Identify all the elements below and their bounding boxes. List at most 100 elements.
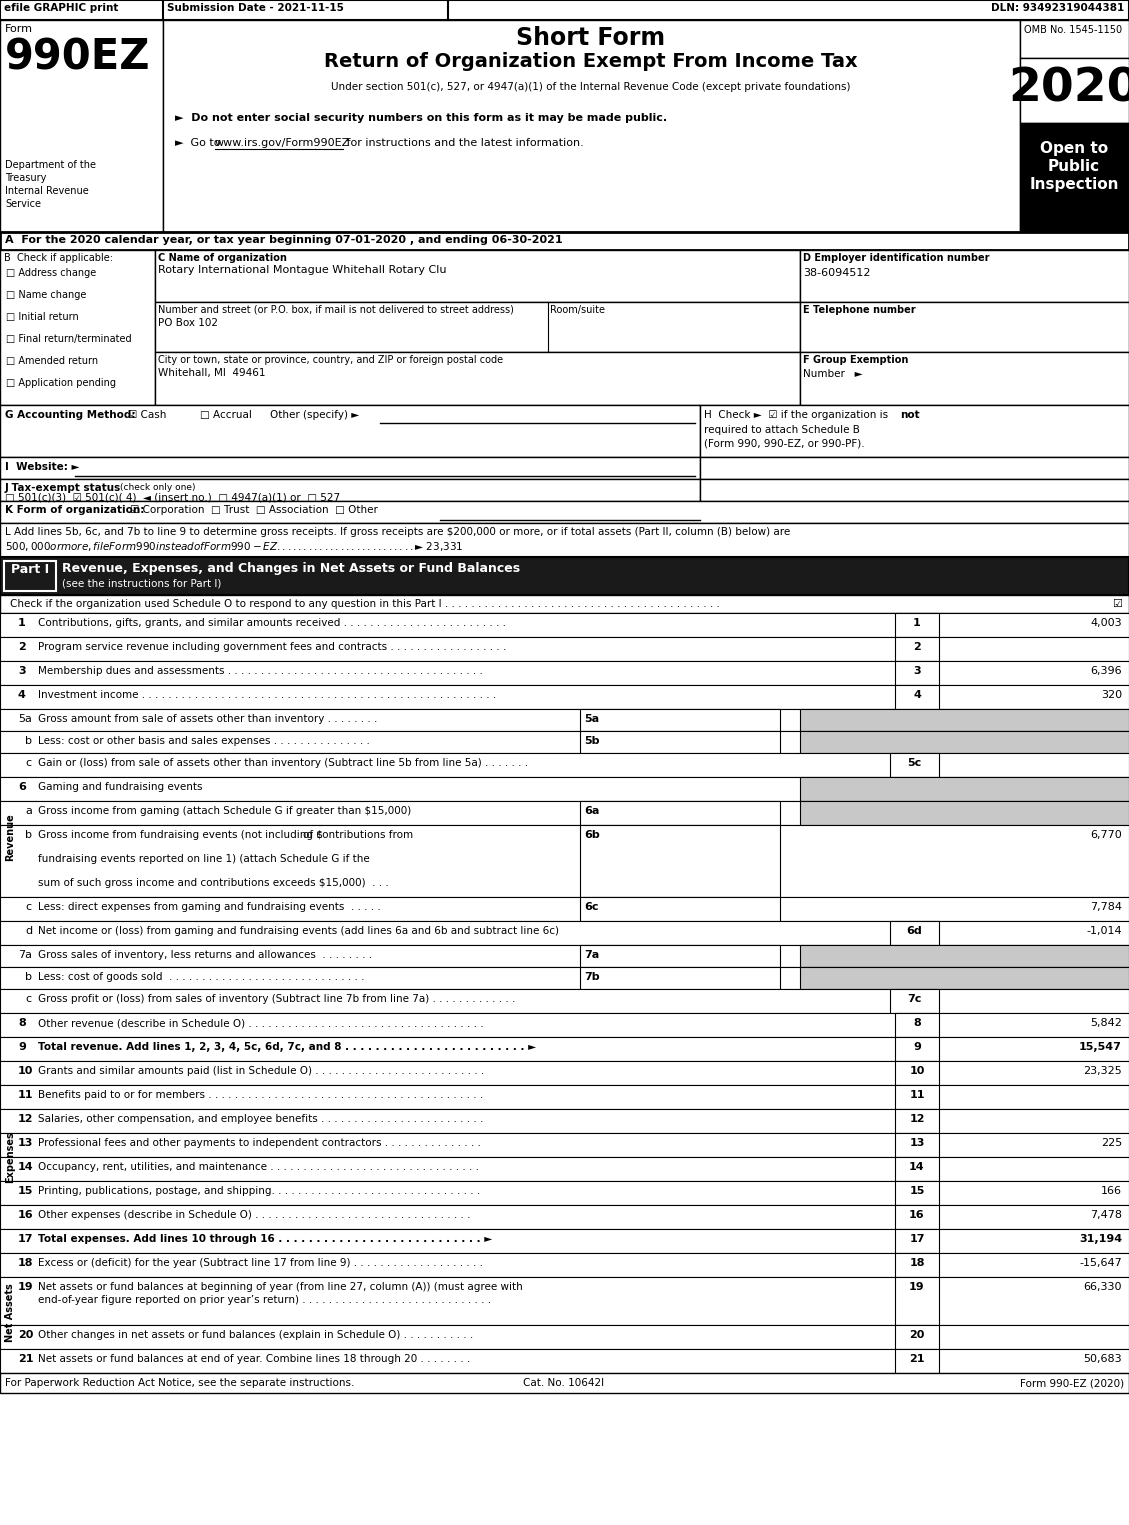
- Text: Department of the: Department of the: [5, 160, 96, 169]
- Bar: [895, 1205, 939, 1229]
- Bar: [1019, 124, 1129, 232]
- Text: F Group Exemption: F Group Exemption: [803, 355, 909, 364]
- Text: Rotary International Montague Whitehall Rotary Clu: Rotary International Montague Whitehall …: [158, 265, 446, 274]
- Text: 19: 19: [18, 1283, 34, 1292]
- Bar: [155, 302, 800, 352]
- Text: (see the instructions for Part I): (see the instructions for Part I): [62, 580, 221, 589]
- Text: 21: 21: [18, 1354, 34, 1363]
- Bar: [0, 1109, 1129, 1133]
- Text: d: d: [25, 926, 32, 936]
- Text: City or town, state or province, country, and ZIP or foreign postal code: City or town, state or province, country…: [158, 355, 504, 364]
- Bar: [0, 1180, 1129, 1205]
- Text: Public: Public: [1048, 159, 1100, 174]
- Text: DLN: 93492319044381: DLN: 93492319044381: [991, 3, 1124, 14]
- Bar: [800, 730, 1129, 753]
- Text: Program service revenue including government fees and contracts . . . . . . . . : Program service revenue including govern…: [38, 642, 507, 653]
- Text: Professional fees and other payments to independent contractors . . . . . . . . : Professional fees and other payments to …: [38, 1138, 481, 1148]
- Bar: [580, 897, 780, 921]
- Bar: [0, 825, 1129, 897]
- Bar: [895, 1109, 939, 1133]
- Text: C Name of organization: C Name of organization: [158, 253, 287, 262]
- Text: Room/suite: Room/suite: [550, 305, 605, 316]
- Text: ►  Do not enter social security numbers on this form as it may be made public.: ► Do not enter social security numbers o…: [175, 113, 667, 124]
- Text: 5a: 5a: [584, 714, 599, 724]
- Text: Contributions, gifts, grants, and similar amounts received . . . . . . . . . . .: Contributions, gifts, grants, and simila…: [38, 618, 506, 628]
- Text: Membership dues and assessments . . . . . . . . . . . . . . . . . . . . . . . . : Membership dues and assessments . . . . …: [38, 666, 483, 676]
- Text: 5,842: 5,842: [1091, 1019, 1122, 1028]
- Bar: [155, 250, 800, 302]
- Text: Other revenue (describe in Schedule O) . . . . . . . . . . . . . . . . . . . . .: Other revenue (describe in Schedule O) .…: [38, 1019, 483, 1028]
- Text: Other (specify) ►: Other (specify) ►: [270, 410, 359, 419]
- Text: Benefits paid to or for members . . . . . . . . . . . . . . . . . . . . . . . . : Benefits paid to or for members . . . . …: [38, 1090, 483, 1100]
- Text: 13: 13: [18, 1138, 34, 1148]
- Text: B  Check if applicable:: B Check if applicable:: [5, 253, 113, 262]
- Text: Cat. No. 10642I: Cat. No. 10642I: [524, 1379, 604, 1388]
- Text: □ Amended return: □ Amended return: [6, 355, 98, 366]
- Text: 21: 21: [909, 1354, 925, 1363]
- Bar: [0, 406, 700, 458]
- Text: Gross income from gaming (attach Schedule G if greater than $15,000): Gross income from gaming (attach Schedul…: [38, 807, 411, 816]
- Text: 7c: 7c: [907, 994, 921, 1003]
- Text: $500,000 or more, file Form 990 instead of Form 990-EZ . . . . . . . . . . . . .: $500,000 or more, file Form 990 instead …: [5, 540, 463, 554]
- Text: □ 501(c)(3)  ☑ 501(c)( 4)  ◄ (insert no.)  □ 4947(a)(1) or  □ 527: □ 501(c)(3) ☑ 501(c)( 4) ◄ (insert no.) …: [5, 493, 340, 502]
- Bar: [0, 1205, 1129, 1229]
- Text: Form 990-EZ (2020): Form 990-EZ (2020): [1019, 1379, 1124, 1388]
- Text: For Paperwork Reduction Act Notice, see the separate instructions.: For Paperwork Reduction Act Notice, see …: [5, 1379, 355, 1388]
- Text: 6,770: 6,770: [1091, 830, 1122, 840]
- Text: c: c: [25, 758, 32, 769]
- Bar: [800, 352, 1129, 406]
- Text: 5b: 5b: [584, 737, 599, 746]
- Text: 18: 18: [18, 1258, 34, 1267]
- Text: 15,547: 15,547: [1079, 1042, 1122, 1052]
- Bar: [580, 801, 780, 825]
- Bar: [0, 1325, 1129, 1350]
- Text: Gain or (loss) from sale of assets other than inventory (Subtract line 5b from l: Gain or (loss) from sale of assets other…: [38, 758, 528, 769]
- Bar: [1019, 20, 1129, 58]
- Text: 320: 320: [1101, 689, 1122, 700]
- Text: 7a: 7a: [584, 950, 599, 961]
- Text: end-of-year figure reported on prior year’s return) . . . . . . . . . . . . . . : end-of-year figure reported on prior yea…: [38, 1295, 491, 1305]
- Text: 4: 4: [18, 689, 26, 700]
- Bar: [700, 479, 1129, 502]
- Text: Excess or (deficit) for the year (Subtract line 17 from line 9) . . . . . . . . : Excess or (deficit) for the year (Subtra…: [38, 1258, 483, 1267]
- Bar: [0, 250, 155, 406]
- Bar: [0, 990, 1129, 1013]
- Bar: [0, 709, 1129, 730]
- Bar: [163, 20, 1019, 232]
- Text: Part I: Part I: [11, 563, 49, 576]
- Bar: [895, 637, 939, 660]
- Text: 12: 12: [909, 1113, 925, 1124]
- Bar: [0, 967, 1129, 990]
- Bar: [155, 352, 800, 406]
- Text: ☑ Corporation  □ Trust  □ Association  □ Other: ☑ Corporation □ Trust □ Association □ Ot…: [130, 505, 378, 515]
- Text: Short Form: Short Form: [516, 26, 666, 50]
- Text: Internal Revenue: Internal Revenue: [5, 186, 89, 197]
- Text: Whitehall, MI  49461: Whitehall, MI 49461: [158, 368, 265, 378]
- Bar: [580, 730, 780, 753]
- Text: 10: 10: [909, 1066, 925, 1077]
- Bar: [895, 685, 939, 709]
- Text: ►  Go to: ► Go to: [175, 137, 224, 148]
- Bar: [895, 1325, 939, 1350]
- Bar: [890, 753, 939, 778]
- Bar: [0, 20, 163, 232]
- Text: 6a: 6a: [584, 807, 599, 816]
- Bar: [0, 1061, 1129, 1084]
- Text: Less: direct expenses from gaming and fundraising events  . . . . .: Less: direct expenses from gaming and fu…: [38, 901, 380, 912]
- Bar: [800, 778, 1129, 801]
- Text: 15: 15: [909, 1186, 925, 1196]
- Text: 16: 16: [909, 1209, 925, 1220]
- Text: J Tax-exempt status: J Tax-exempt status: [5, 483, 121, 493]
- Text: (check only one): (check only one): [120, 483, 195, 493]
- Text: 18: 18: [909, 1258, 925, 1267]
- Text: b: b: [25, 830, 32, 840]
- Text: Grants and similar amounts paid (list in Schedule O) . . . . . . . . . . . . . .: Grants and similar amounts paid (list in…: [38, 1066, 484, 1077]
- Bar: [580, 825, 780, 897]
- Text: Printing, publications, postage, and shipping. . . . . . . . . . . . . . . . . .: Printing, publications, postage, and shi…: [38, 1186, 480, 1196]
- Text: Number and street (or P.O. box, if mail is not delivered to street address): Number and street (or P.O. box, if mail …: [158, 305, 514, 316]
- Text: Return of Organization Exempt From Income Tax: Return of Organization Exempt From Incom…: [324, 52, 858, 72]
- Text: PO Box 102: PO Box 102: [158, 319, 218, 328]
- Text: 7,478: 7,478: [1089, 1209, 1122, 1220]
- Text: fundraising events reported on line 1) (attach Schedule G if the: fundraising events reported on line 1) (…: [38, 854, 370, 865]
- Text: Service: Service: [5, 198, 41, 209]
